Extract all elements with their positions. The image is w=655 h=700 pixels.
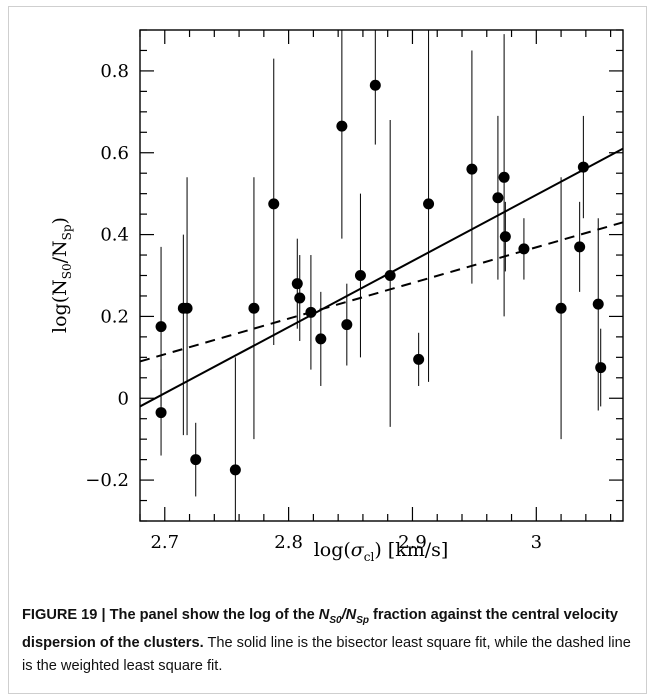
data-point	[190, 454, 202, 466]
error-bars	[160, 30, 602, 521]
data-point	[555, 302, 567, 314]
y-tick-label: 0	[118, 388, 129, 409]
fit-lines	[139, 147, 624, 408]
data-point	[268, 198, 280, 210]
data-point	[291, 278, 303, 290]
data-point	[155, 407, 167, 419]
data-point	[315, 333, 327, 345]
caption-ratio: NS0/NSp	[318, 607, 369, 626]
data-point	[229, 464, 241, 476]
data-point	[492, 192, 504, 204]
data-point	[499, 231, 511, 243]
y-tick-label: 0.2	[100, 306, 129, 327]
data-point	[577, 161, 589, 173]
data-point	[369, 79, 381, 91]
bisector-fit-line	[139, 147, 624, 408]
y-tick-label: 0.6	[100, 143, 129, 164]
y-tick-label: −0.2	[85, 470, 129, 491]
data-point	[595, 362, 607, 374]
y-axis-label: log(NS0/NSp)	[49, 217, 74, 333]
x-axis-label: log(σcl) [km/s]	[314, 539, 449, 564]
x-tick-label: 2.7	[150, 532, 179, 553]
data-point	[413, 353, 425, 365]
data-point	[305, 306, 317, 318]
data-point	[248, 302, 260, 314]
data-point	[498, 171, 510, 183]
weighted-fit-line	[139, 221, 624, 363]
plot-area-frame	[139, 29, 624, 522]
caption-body: The solid line is the bisector least squ…	[22, 634, 631, 674]
data-point	[155, 321, 167, 333]
x-tick-label: 2.8	[274, 532, 303, 553]
data-point	[423, 198, 435, 210]
y-tick-label: 0.4	[100, 225, 129, 246]
data-point	[518, 243, 530, 255]
figure-frame	[8, 6, 647, 694]
scatter-chart: 2.7 2.8 2.9 3 −0.2 0 0.2 0.4 0.6 0.8 log(σcl) [km…	[49, 29, 624, 564]
data-points	[155, 79, 607, 476]
data-point	[336, 120, 348, 132]
data-point	[592, 298, 604, 310]
tick-labels: 2.7 2.8 2.9 3 −0.2 0 0.2 0.4 0.6 0.8	[85, 61, 542, 553]
data-point	[574, 241, 586, 253]
y-tick-label: 0.8	[100, 61, 129, 82]
data-point	[181, 302, 193, 314]
axis-ticks	[139, 29, 623, 522]
data-point	[384, 270, 396, 281]
x-tick-label: 3	[531, 532, 542, 553]
caption-heading: FIGURE 19 | The panel show the log of th…	[22, 607, 618, 651]
data-point	[341, 319, 353, 331]
data-point	[294, 292, 306, 304]
x-tick-label: 2.9	[398, 532, 427, 553]
data-point	[466, 163, 478, 175]
figure-caption: FIGURE 19 | The panel show the log of th…	[22, 604, 637, 678]
data-point	[354, 270, 366, 281]
